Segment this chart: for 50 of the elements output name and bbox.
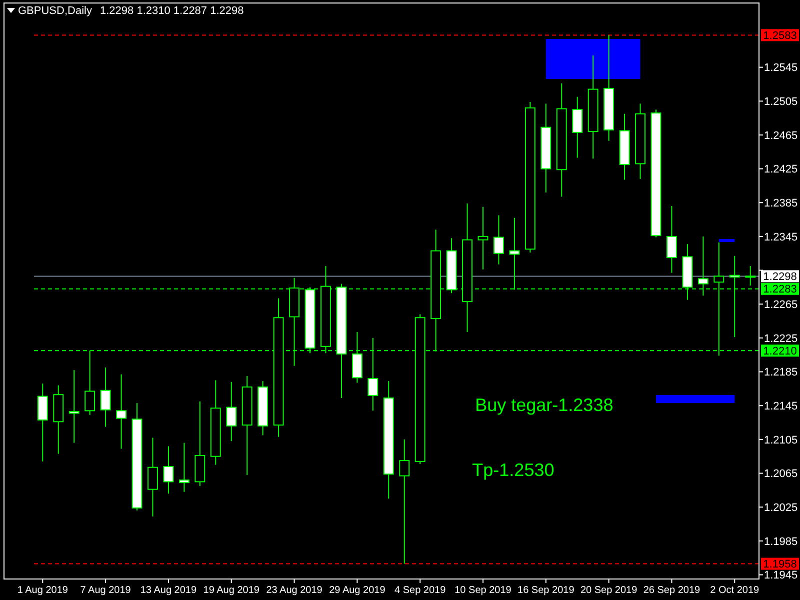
y-tick-label: 1.2465 xyxy=(764,130,798,142)
y-tick-label: 1.1945 xyxy=(764,570,798,582)
candlestick xyxy=(68,370,80,444)
x-tick-label: 16 Sep 2019 xyxy=(518,585,575,596)
x-tick-label: 4 Sep 2019 xyxy=(394,585,446,596)
x-tick-label: 1 Aug 2019 xyxy=(17,585,68,596)
x-tick-label: 13 Aug 2019 xyxy=(140,585,197,596)
ref-line-label: 1.2583 xyxy=(763,30,797,42)
y-tick-label: 1.2385 xyxy=(764,197,798,210)
x-tick-label: 26 Sep 2019 xyxy=(643,585,701,596)
candlestick xyxy=(745,266,756,286)
chart-title: GBPUSD,Daily xyxy=(18,5,92,17)
ref-line-label: 1.2210 xyxy=(763,345,797,358)
candlestick xyxy=(572,96,583,158)
y-tick-label: 1.1985 xyxy=(764,536,798,548)
x-tick-label: 7 Aug 2019 xyxy=(80,585,132,596)
candlestick xyxy=(163,446,174,494)
candlestick xyxy=(494,214,504,265)
y-tick-label: 1.2265 xyxy=(764,298,798,311)
ref-line-label: 1.2283 xyxy=(763,284,797,296)
x-tick-label: 2 Oct 2019 xyxy=(710,585,760,596)
y-tick-label: 1.2065 xyxy=(764,468,798,480)
y-tick-label: 1.2505 xyxy=(764,96,798,108)
ref-line-label: 1.2298 xyxy=(763,271,797,284)
candlestick xyxy=(666,205,677,274)
candlestick xyxy=(148,437,158,517)
y-tick-label: 1.2185 xyxy=(764,366,798,379)
annotation: Tp-1.2530 xyxy=(472,460,554,480)
y-tick-label: 1.2345 xyxy=(764,231,798,244)
candlestick xyxy=(116,374,126,450)
x-tick-label: 10 Sep 2019 xyxy=(454,585,512,596)
candlestick xyxy=(478,206,488,270)
candlestick xyxy=(100,367,111,428)
x-tick-label: 23 Aug 2019 xyxy=(266,585,323,596)
y-tick-label: 1.2545 xyxy=(764,62,798,74)
candlestick xyxy=(399,438,410,564)
ref-line-label: 1.1958 xyxy=(763,558,797,571)
chart-subtitle: 1.2298 1.2310 1.2287 1.2298 xyxy=(100,5,244,17)
x-tick-label: 29 Aug 2019 xyxy=(329,585,386,596)
candlestick xyxy=(178,442,190,492)
annotation: Buy tegar-1.2338 xyxy=(475,395,614,415)
candlestick xyxy=(226,381,237,442)
y-tick-label: 1.2145 xyxy=(764,400,798,412)
candlestick xyxy=(37,383,48,462)
x-tick-label: 20 Sep 2019 xyxy=(580,585,638,596)
x-tick-label: 19 Aug 2019 xyxy=(203,585,260,596)
y-tick-label: 1.2025 xyxy=(764,502,798,514)
y-tick-label: 1.2105 xyxy=(764,434,798,446)
y-tick-label: 1.2425 xyxy=(764,164,798,176)
y-tick-label: 1.2225 xyxy=(764,332,798,345)
